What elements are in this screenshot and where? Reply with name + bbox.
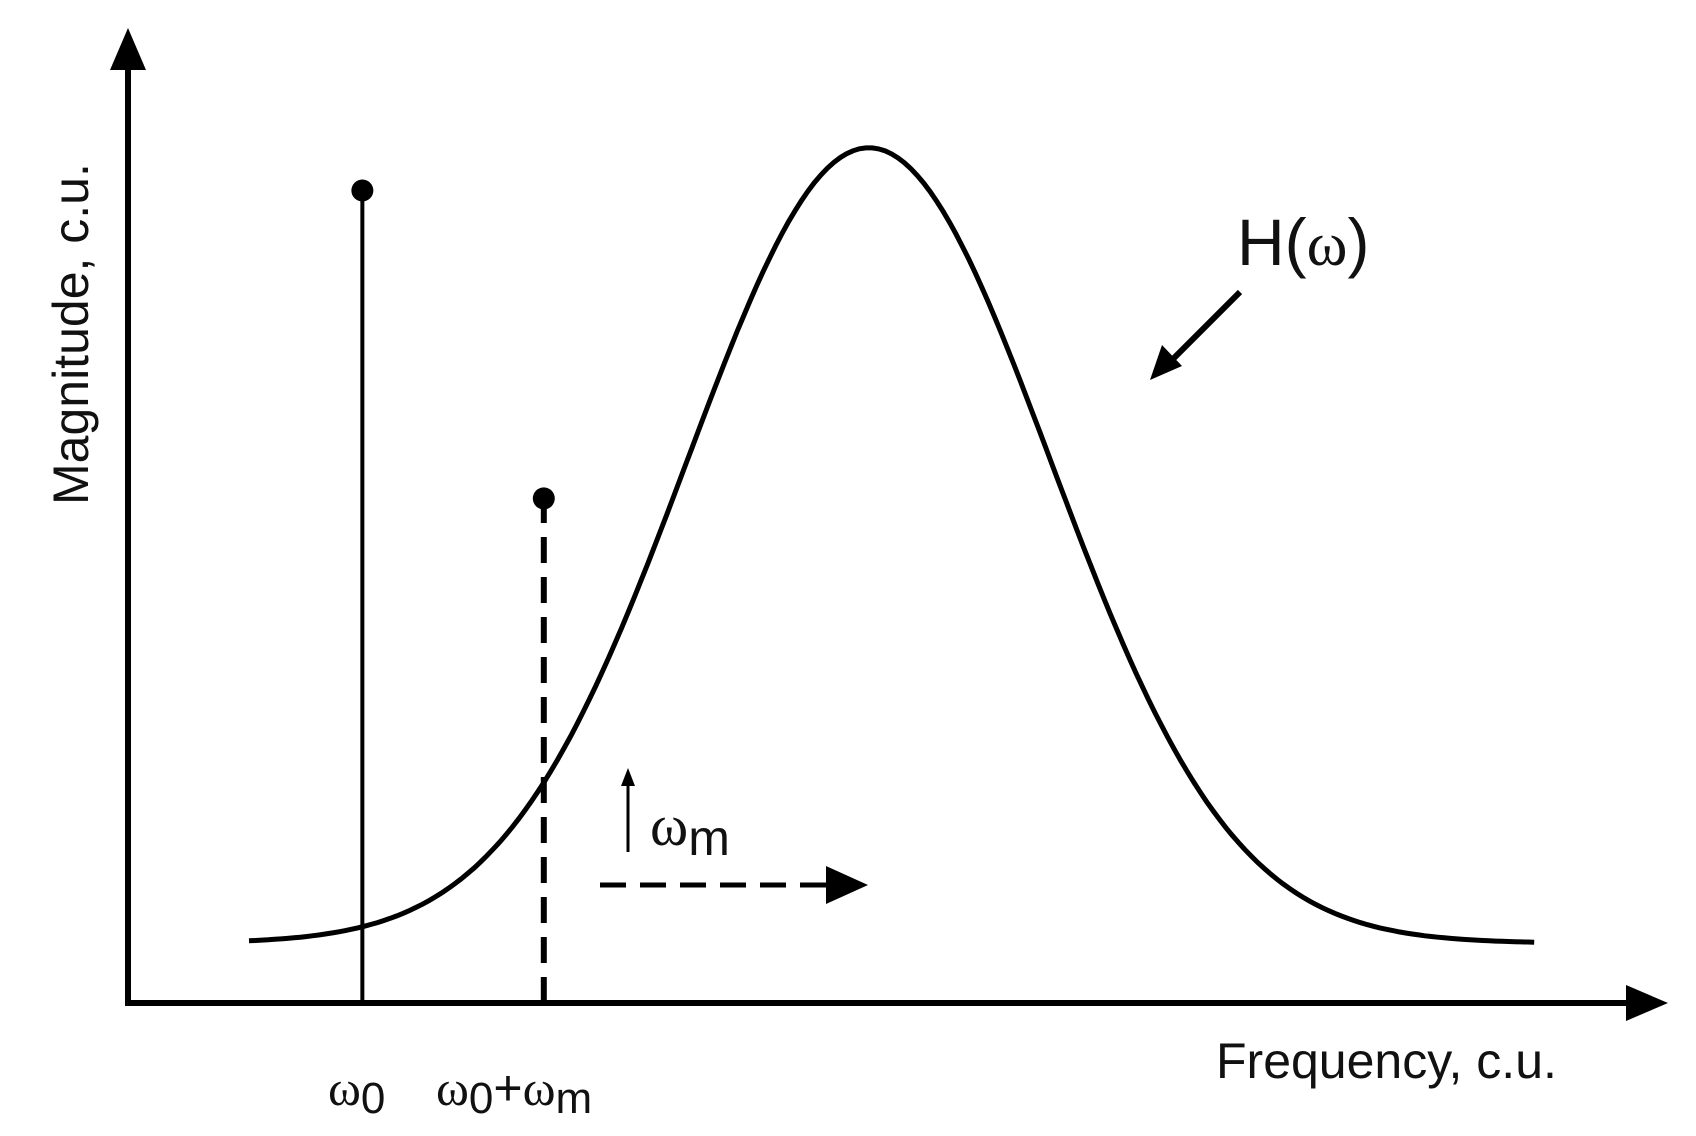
curve-label: H(ω) [1237, 205, 1369, 279]
shift-direction-arrowhead [826, 866, 868, 904]
curve-pointer-arrowhead [1150, 345, 1182, 380]
sideband-stem-tip [532, 487, 555, 510]
shift-up-arrowhead [621, 768, 635, 786]
filter-response-curve [248, 145, 1535, 945]
tick-label-omega0: ω0 [328, 1060, 385, 1123]
y-axis-label: Magnitude, c.u. [43, 163, 99, 505]
tick-label-omega0-plus-omegam: ω0+ωm [436, 1060, 592, 1123]
carrier-stem-tip [351, 179, 374, 202]
shift-label: ωm [650, 793, 730, 866]
y-axis-arrowhead [110, 28, 146, 70]
x-axis-arrowhead [1626, 985, 1668, 1021]
curve-pointer-arrow [1163, 289, 1243, 369]
x-axis-label: Frequency, c.u. [1216, 1033, 1557, 1089]
